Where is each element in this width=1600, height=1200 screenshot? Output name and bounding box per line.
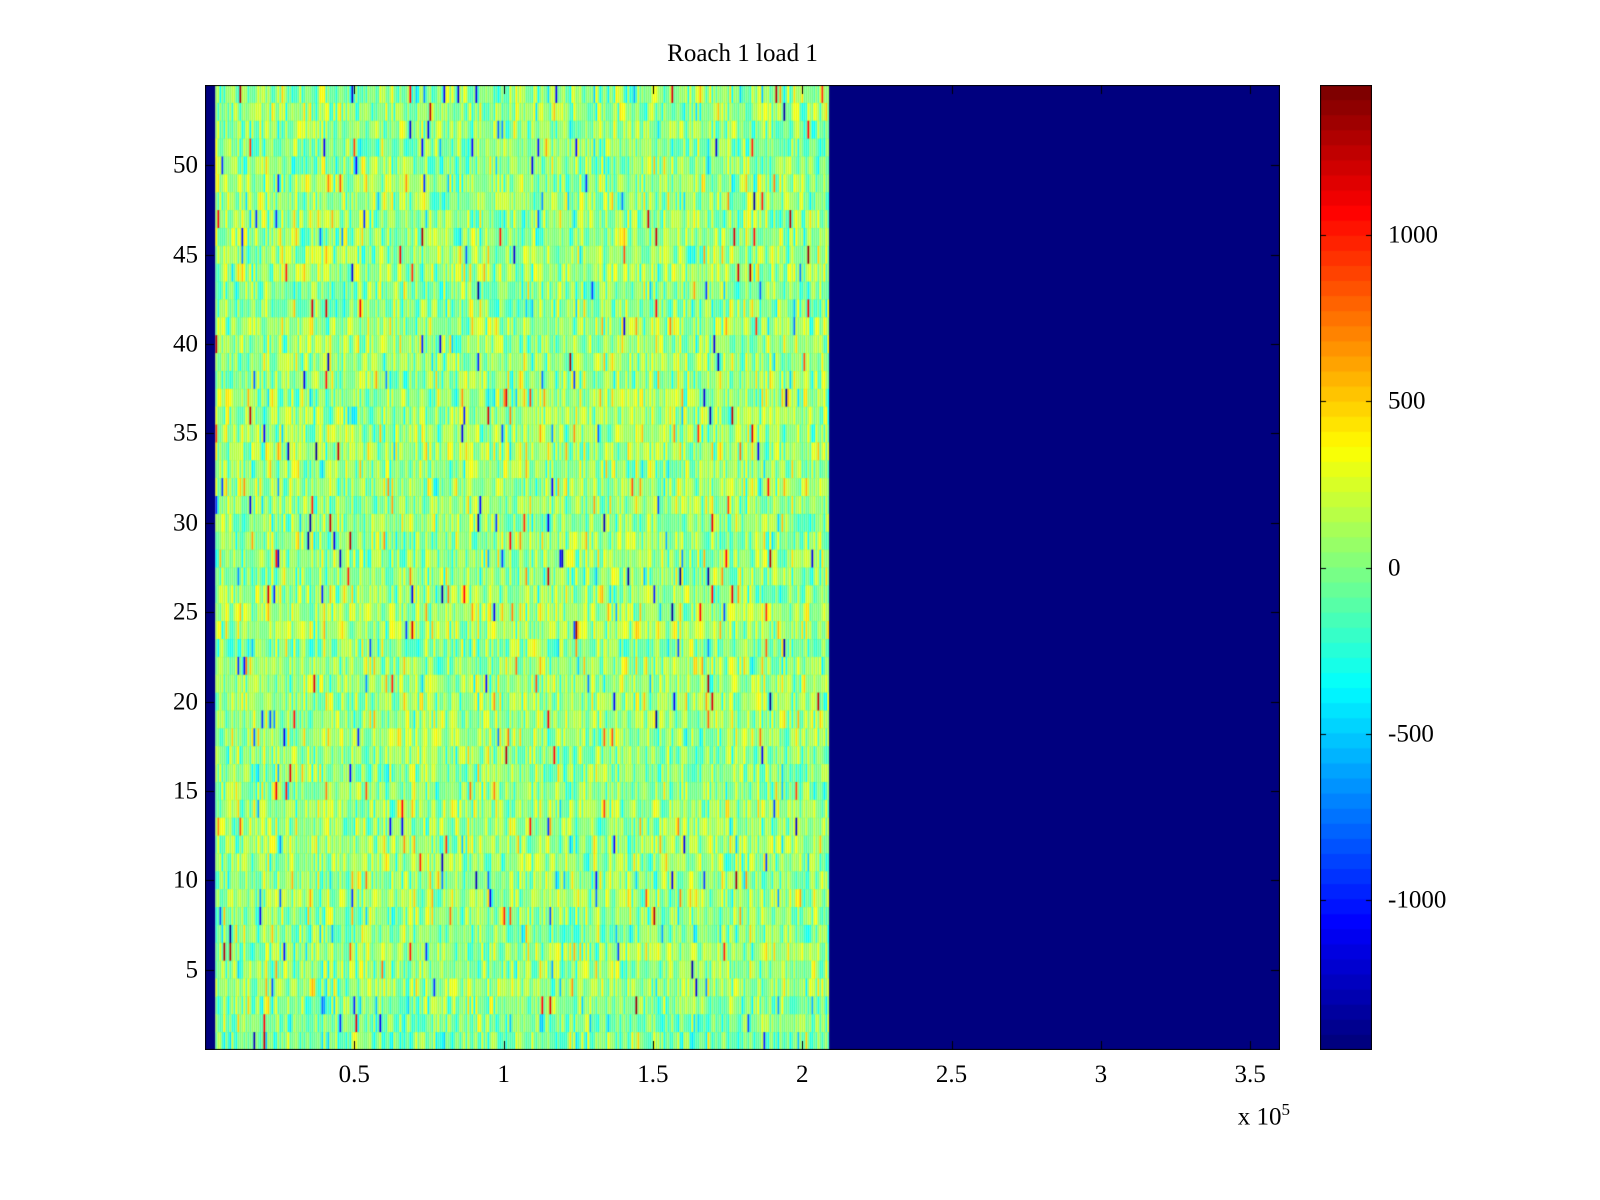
chart-title: Roach 1 load 1 <box>667 40 818 67</box>
x-axis-scale-prefix: x 10 <box>1237 1103 1282 1131</box>
colorbar-tick-label: -500 <box>1388 720 1434 748</box>
x-tick-label: 3 <box>1094 1061 1108 1088</box>
y-tick-label: 20 <box>173 688 198 716</box>
x-tick-label: 3.5 <box>1234 1061 1266 1088</box>
x-axis-scale-exponent: 5 <box>1281 1100 1291 1119</box>
y-tick-label: 25 <box>173 598 198 626</box>
y-tick-label: 10 <box>173 866 198 894</box>
colorbar-tick-label: 0 <box>1388 554 1401 581</box>
colorbar-tick-label: -1000 <box>1388 886 1447 914</box>
y-tick-label: 45 <box>173 241 198 269</box>
x-tick-label: 2.5 <box>935 1061 968 1088</box>
x-axis-scale-label: x 105 <box>1130 1100 1290 1131</box>
y-tick-label: 40 <box>173 330 198 358</box>
x-tick-label: 0.5 <box>338 1061 370 1088</box>
colorbar-tick-label: 1000 <box>1388 221 1438 249</box>
y-tick-label: 30 <box>173 509 198 537</box>
y-tick-label: 50 <box>173 151 198 179</box>
x-tick-label: 2 <box>795 1061 809 1088</box>
x-tick-label: 1.5 <box>637 1061 669 1088</box>
y-tick-label: 35 <box>173 419 198 447</box>
y-tick-label: 15 <box>173 777 198 805</box>
heatmap-plot <box>205 85 1280 1050</box>
x-tick-label: 1 <box>497 1061 510 1088</box>
colorbar <box>1320 85 1372 1050</box>
colorbar-tick-label: 500 <box>1388 387 1426 415</box>
y-tick-label: 5 <box>185 956 199 984</box>
